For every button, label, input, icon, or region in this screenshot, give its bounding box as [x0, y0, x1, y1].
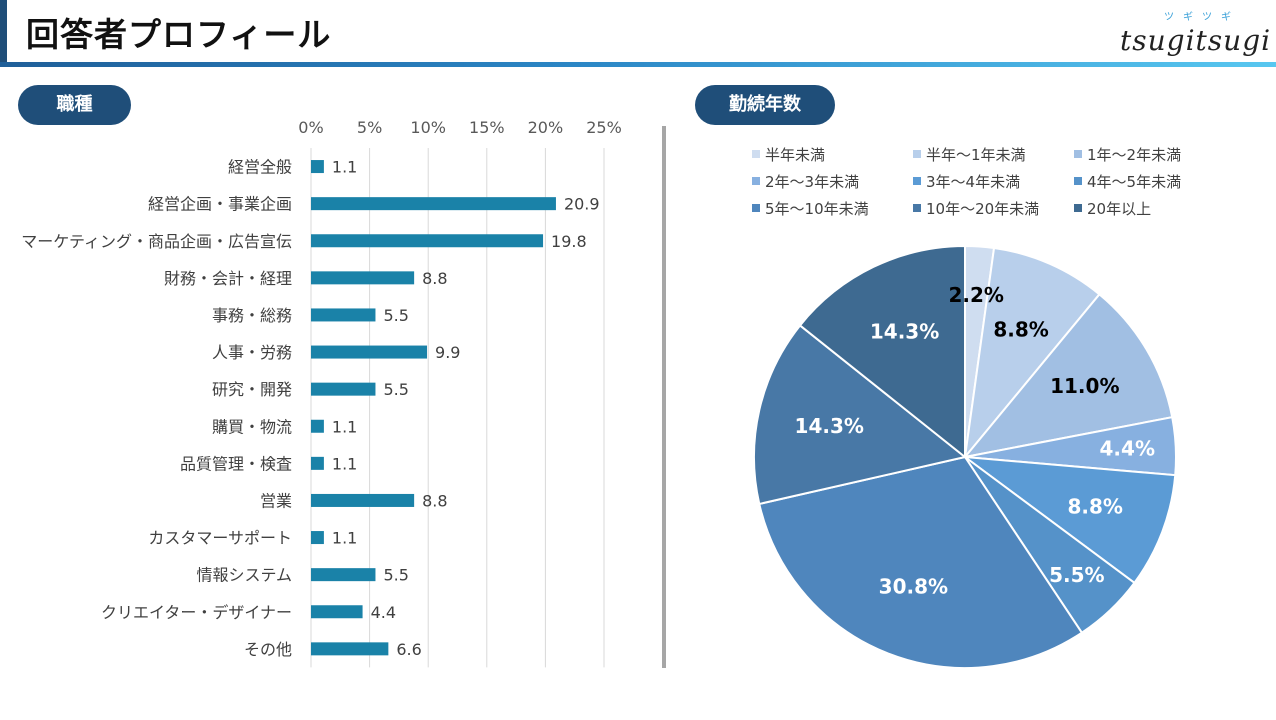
- title-underline: [0, 62, 1276, 67]
- x-tick-label: 25%: [586, 118, 622, 137]
- data-label: 8.8: [422, 269, 447, 288]
- legend-swatch: [913, 204, 921, 212]
- logo-ruby-text: ツギツギ: [1164, 12, 1240, 23]
- section-divider: [662, 126, 666, 668]
- legend-swatch: [1074, 177, 1082, 185]
- bar: [311, 308, 376, 322]
- legend-label: 4年～5年未満: [1087, 173, 1181, 191]
- pie-slice: [758, 455, 1084, 669]
- years-section-label: 勤続年数: [695, 85, 835, 125]
- legend-label: 20年以上: [1087, 200, 1151, 218]
- pie-data-label: 8.8%: [993, 318, 1048, 342]
- brand-logo: ツギツギ tsugitsugi: [1120, 8, 1270, 62]
- pie-slice: [798, 244, 966, 460]
- bar: [311, 160, 324, 174]
- pie-data-label: 4.4%: [1100, 437, 1155, 461]
- bar: [311, 419, 324, 433]
- x-tick-label: 0%: [298, 118, 323, 137]
- pie-data-label: 5.5%: [1049, 563, 1104, 587]
- data-label: 6.6: [396, 640, 421, 659]
- legend-swatch: [752, 177, 760, 185]
- category-label: 情報システム: [196, 566, 292, 585]
- pie-slice: [961, 455, 1177, 585]
- data-label: 5.5: [383, 306, 408, 325]
- bar: [311, 493, 415, 507]
- pie-data-label: 2.2%: [948, 283, 1003, 307]
- legend-label: 1年～2年未満: [1087, 146, 1181, 164]
- legend-swatch: [752, 150, 760, 158]
- pie-data-label: 11.0%: [1050, 374, 1119, 398]
- pie-slice: [962, 292, 1174, 459]
- title-accent-bar: [0, 0, 7, 66]
- bar: [311, 642, 389, 656]
- data-label: 5.5: [383, 566, 408, 585]
- legend-label: 2年～3年未満: [765, 173, 859, 191]
- data-label: 19.8: [551, 232, 587, 251]
- pie-slice: [963, 246, 1101, 461]
- data-label: 5.5: [383, 380, 408, 399]
- bar: [311, 197, 556, 211]
- category-label: カスタマーサポート: [148, 529, 292, 548]
- bar: [311, 382, 376, 396]
- data-label: 20.9: [564, 195, 600, 214]
- category-label: マーケティング・商品企画・広告宣伝: [21, 232, 292, 251]
- category-label: 経営企画・事業企画: [148, 195, 292, 214]
- bar: [311, 531, 324, 545]
- pie-data-label: 14.3%: [795, 414, 864, 438]
- pie-data-label: 14.3%: [870, 320, 939, 344]
- category-label: 営業: [260, 491, 292, 510]
- legend-label: 10年～20年未満: [926, 200, 1039, 218]
- x-tick-label: 10%: [410, 118, 446, 137]
- legend-label: 半年未満: [765, 146, 825, 164]
- data-label: 4.4: [371, 603, 396, 622]
- bar: [311, 605, 363, 619]
- x-tick-label: 15%: [469, 118, 505, 137]
- pie-data-label: 8.8%: [1067, 494, 1122, 518]
- legend-swatch: [913, 177, 921, 185]
- category-label: 事務・総務: [212, 306, 292, 325]
- category-label: 研究・開発: [212, 380, 292, 399]
- legend-swatch: [752, 204, 760, 212]
- legend-swatch: [1074, 204, 1082, 212]
- x-tick-label: 5%: [357, 118, 382, 137]
- category-label: 経営全般: [228, 158, 292, 177]
- pie-data-label: 30.8%: [879, 574, 948, 598]
- pie-slice: [753, 324, 968, 506]
- data-label: 1.1: [332, 454, 357, 473]
- data-label: 9.9: [435, 343, 460, 362]
- bar: [311, 234, 544, 248]
- bar: [311, 456, 324, 470]
- data-label: 1.1: [332, 529, 357, 548]
- x-tick-label: 20%: [528, 118, 564, 137]
- data-label: 1.1: [332, 417, 357, 436]
- legend-label: 5年～10年未満: [765, 200, 869, 218]
- job-bar-chart: 0% 5% 10% 15% 20% 25% 経営全般 1.1 経営企画・事業企画 20.9 マーケテ…: [21, 118, 622, 668]
- bar: [311, 271, 415, 285]
- bar: [311, 568, 376, 582]
- data-label: 1.1: [332, 158, 357, 177]
- legend-swatch: [1074, 150, 1082, 158]
- page-title: 回答者プロフィール: [26, 15, 332, 54]
- category-label: 購買・物流: [212, 417, 292, 436]
- legend-label: 3年～4年未満: [926, 173, 1020, 191]
- category-label: 人事・労務: [212, 343, 292, 362]
- logo-text: tsugitsugi: [1120, 24, 1272, 57]
- category-label: その他: [244, 640, 292, 659]
- bar: [311, 345, 428, 359]
- data-label: 8.8: [422, 491, 447, 510]
- category-label: 品質管理・検査: [180, 454, 292, 473]
- legend-label: 半年～1年未満: [926, 146, 1026, 164]
- legend-swatch: [913, 150, 921, 158]
- category-label: クリエイター・デザイナー: [101, 603, 292, 622]
- job-section-label: 職種: [18, 85, 131, 125]
- category-label: 財務・会計・経理: [164, 269, 292, 288]
